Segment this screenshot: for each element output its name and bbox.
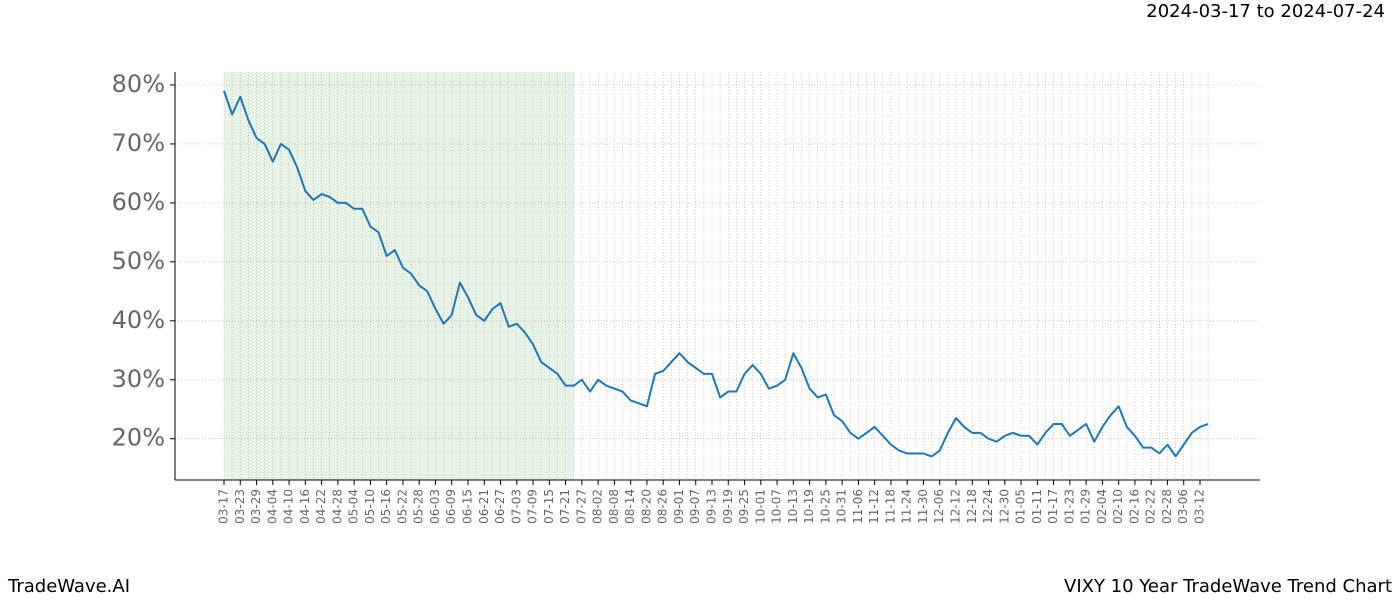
x-tick-label: 09-07	[688, 489, 702, 524]
x-tick-label: 12-30	[997, 489, 1011, 524]
x-tick-label: 11-30	[916, 489, 930, 524]
x-tick-label: 05-28	[412, 489, 426, 524]
x-tick-label: 08-26	[656, 489, 670, 524]
x-tick-label: 10-07	[770, 489, 784, 524]
x-tick-label: 06-15	[461, 489, 475, 524]
x-tick-label: 03-12	[1193, 489, 1207, 524]
y-tick-label: 20%	[112, 424, 165, 452]
y-tick-label: 70%	[112, 129, 165, 157]
x-tick-label: 05-22	[395, 489, 409, 524]
x-tick-label: 11-12	[867, 489, 881, 524]
x-tick-label: 08-02	[591, 489, 605, 524]
x-tick-label: 05-16	[379, 489, 393, 524]
x-tick-label: 01-17	[1046, 489, 1060, 524]
x-tick-label: 09-25	[737, 489, 751, 524]
x-tick-label: 12-24	[981, 489, 995, 524]
x-tick-label: 07-15	[542, 489, 556, 524]
x-tick-label: 01-29	[1079, 489, 1093, 524]
x-tick-label: 11-18	[883, 489, 897, 524]
x-tick-label: 02-10	[1111, 489, 1125, 524]
x-tick-label: 06-27	[493, 489, 507, 524]
x-tick-label: 09-13	[705, 489, 719, 524]
x-tick-label: 06-21	[477, 489, 491, 524]
x-tick-label: 03-06	[1176, 489, 1190, 524]
footer-right: VIXY 10 Year TradeWave Trend Chart	[1064, 576, 1392, 597]
x-tick-label: 01-23	[1062, 489, 1076, 524]
x-tick-label: 03-29	[249, 489, 263, 524]
x-tick-label: 04-04	[265, 489, 279, 524]
x-tick-label: 10-01	[753, 489, 767, 524]
x-tick-label: 02-16	[1127, 489, 1141, 524]
x-tick-label: 12-18	[965, 489, 979, 524]
x-tick-label: 04-10	[282, 489, 296, 524]
y-tick-label: 60%	[112, 188, 165, 216]
highlight-region	[224, 72, 574, 480]
x-tick-label: 07-27	[574, 489, 588, 524]
x-tick-label: 08-08	[607, 489, 621, 524]
x-tick-label: 10-19	[802, 489, 816, 524]
y-tick-label: 40%	[112, 306, 165, 334]
x-tick-label: 01-11	[1030, 489, 1044, 524]
x-tick-label: 08-20	[639, 489, 653, 524]
x-tick-label: 04-28	[330, 489, 344, 524]
x-tick-label: 02-04	[1095, 489, 1109, 524]
x-tick-label: 11-24	[900, 489, 914, 524]
x-tick-label: 01-05	[1014, 489, 1028, 524]
data-line	[223, 90, 1209, 458]
x-tick-label: 04-16	[298, 489, 312, 524]
x-tick-label: 07-09	[526, 489, 540, 524]
x-tick-label: 08-14	[623, 489, 637, 524]
footer-left: TradeWave.AI	[7, 576, 130, 597]
y-tick-label: 30%	[112, 365, 165, 393]
x-tick-label: 05-10	[363, 489, 377, 524]
x-tick-label: 11-06	[851, 489, 865, 524]
x-tick-label: 03-23	[233, 489, 247, 524]
x-tick-label: 05-04	[347, 489, 361, 524]
x-tick-label: 09-19	[721, 489, 735, 524]
y-tick-label: 50%	[112, 247, 165, 275]
x-tick-label: 07-03	[509, 489, 523, 524]
x-tick-label: 07-21	[558, 489, 572, 524]
y-tick-label: 80%	[112, 70, 165, 98]
x-tick-label: 10-13	[786, 489, 800, 524]
chart-title: 2024-03-17 to 2024-07-24	[1146, 1, 1385, 22]
x-tick-label: 04-22	[314, 489, 328, 524]
x-tick-label: 12-06	[932, 489, 946, 524]
x-tick-label: 02-22	[1144, 489, 1158, 524]
x-tick-label: 12-12	[949, 489, 963, 524]
x-tick-label: 02-28	[1160, 489, 1174, 524]
x-tick-label: 06-03	[428, 489, 442, 524]
x-tick-label: 03-17	[217, 489, 231, 524]
x-tick-label: 10-31	[835, 489, 849, 524]
x-tick-label: 06-09	[444, 489, 458, 524]
x-tick-label: 10-25	[818, 489, 832, 524]
x-tick-label: 09-01	[672, 489, 686, 524]
